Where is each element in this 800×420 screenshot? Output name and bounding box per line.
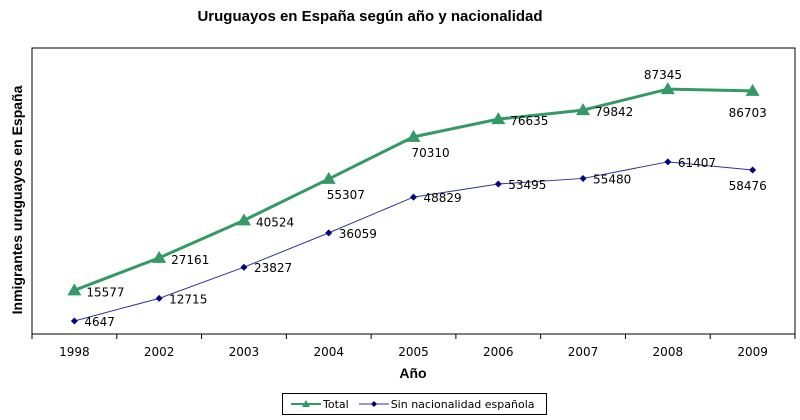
x-axis-label: Año (399, 365, 426, 381)
data-label: 70310 (412, 146, 450, 160)
data-point-sin-nacionalidad (155, 294, 163, 302)
data-point-sin-nacionalidad (325, 229, 333, 237)
legend-label: Total (323, 397, 349, 411)
data-point-sin-nacionalidad (664, 158, 672, 166)
data-label: 76635 (510, 114, 548, 128)
data-label: 61407 (678, 156, 716, 170)
data-point-sin-nacionalidad (579, 174, 587, 182)
legend-item-sin-nacionalidad: Sin nacionalidad española (358, 397, 535, 411)
legend-item-total: Total (291, 398, 349, 411)
x-tick-label: 2002 (144, 345, 175, 359)
data-label: 36059 (339, 227, 377, 241)
data-label: 27161 (171, 253, 209, 267)
data-label: 4647 (84, 315, 115, 329)
data-point-total (321, 171, 336, 184)
legend-sin-swatch (358, 401, 389, 407)
data-label: 48829 (424, 191, 462, 205)
plot-area (31, 47, 796, 335)
x-tick-label: 2006 (483, 345, 514, 359)
x-tick-label: 2004 (313, 345, 344, 359)
data-label: 23827 (254, 261, 292, 275)
legend-total-swatch (291, 400, 321, 407)
data-point-sin-nacionalidad (410, 193, 417, 201)
data-point-total (576, 103, 591, 116)
data-label: 58476 (729, 179, 767, 193)
chart-title: Uruguayos en España según año y nacional… (197, 8, 543, 25)
y-axis-label: Inmigrantes uruguayos en España (9, 85, 25, 314)
data-label: 86703 (729, 106, 767, 120)
legend: Total Sin nacionalidad española (282, 393, 547, 415)
data-point-total (406, 129, 421, 142)
data-label: 55307 (327, 188, 365, 202)
data-point-sin-nacionalidad (749, 166, 757, 174)
x-tick-label: 2003 (229, 345, 260, 359)
x-tick-label: 2008 (653, 345, 684, 359)
x-tick-label: 2009 (737, 345, 768, 359)
x-tick-label: 2005 (398, 345, 429, 359)
data-label: 55480 (593, 172, 631, 186)
x-tick-label: 1998 (59, 345, 90, 359)
data-point-sin-nacionalidad (240, 263, 248, 271)
x-tick-label: 2007 (568, 345, 599, 359)
data-point-total (745, 83, 760, 96)
data-label: 53495 (508, 178, 546, 192)
data-point-sin-nacionalidad (494, 180, 502, 188)
legend-label: Sin nacionalidad española (390, 397, 535, 411)
data-label: 15577 (86, 285, 124, 299)
data-point-total (152, 250, 167, 263)
data-point-total (491, 112, 506, 125)
data-point-total (660, 82, 675, 95)
data-point-sin-nacionalidad (70, 317, 78, 325)
data-point-total (236, 213, 251, 226)
data-label: 40524 (256, 215, 294, 229)
data-label: 79842 (595, 105, 633, 119)
data-label: 87345 (644, 68, 682, 82)
data-label: 12715 (169, 292, 207, 306)
data-point-total (67, 283, 82, 296)
